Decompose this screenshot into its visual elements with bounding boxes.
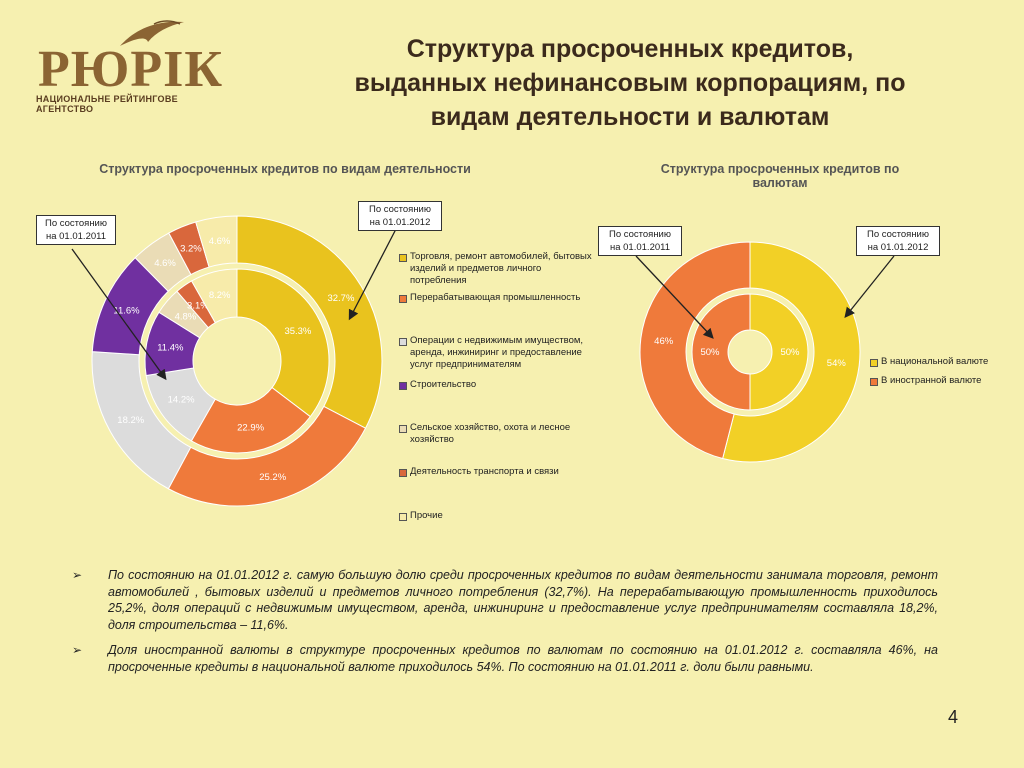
callout-arrow	[635, 255, 714, 339]
currency-callout-2011: По состоянию на 01.01.2011	[598, 226, 682, 256]
wedge-data-label: 4.6%	[209, 236, 231, 247]
bullet-arrow-icon: ➢	[72, 643, 83, 657]
legend-swatch	[399, 338, 407, 346]
legend-item: Операции с недвижимым имуществом, аренда…	[399, 335, 599, 371]
doughnut-wedge	[691, 293, 751, 411]
legend-label: Деятельность транспорта и связи	[410, 466, 559, 477]
legend-swatch	[870, 359, 878, 367]
currency-callout-2012: По состоянию на 01.01.2012	[856, 226, 940, 256]
wedge-data-label: 50%	[780, 347, 800, 358]
activity-chart-title: Структура просроченных кредитов по видам…	[99, 162, 471, 176]
doughnut-wedge	[749, 293, 809, 411]
wedge-data-label: 35.3%	[284, 326, 311, 337]
legend-item: Торговля, ремонт автомобилей, бытовых из…	[399, 251, 599, 287]
commentary-bullet: ➢ Доля иностранной валюты в структуре пр…	[72, 642, 938, 675]
wedge-data-label: 22.9%	[237, 423, 264, 434]
callout-line: По состоянию	[609, 229, 671, 240]
callout-line: на 01.01.2012	[369, 217, 431, 228]
legend-item: Сельское хозяйство, охота и лесное хозяй…	[399, 422, 599, 446]
logo-subtitle: НАЦИОНАЛЬНЕ РЕЙТИНГОВЕ АГЕНТСТВО	[36, 94, 178, 114]
callout-arrow	[71, 248, 167, 381]
bullet-text: Доля иностранной валюты в структуре прос…	[108, 643, 938, 674]
doughnut-wedge	[236, 215, 383, 429]
legend-swatch	[399, 254, 407, 262]
wedge-data-label: 4.8%	[175, 312, 197, 323]
legend-item: В национальной валюте	[870, 356, 1010, 368]
doughnut-wedge	[190, 386, 311, 454]
slide-title-line: Структура просроченных кредитов,	[406, 35, 854, 63]
callout-line: на 01.01.2011	[609, 242, 670, 253]
wedge-data-label: 11.6%	[113, 306, 140, 317]
legend-item: В иностранной валюте	[870, 375, 1010, 387]
legend-label: В иностранной валюте	[881, 375, 982, 386]
bullet-text: По состоянию на 01.01.2012 г. самую боль…	[108, 568, 938, 632]
doughnut-wedge	[639, 241, 751, 460]
legend-label: Перерабатывающая промышленность	[410, 292, 581, 303]
wedge-data-label: 14.2%	[168, 395, 195, 406]
wedge-data-label: 46%	[654, 336, 674, 347]
legend-label: Прочие	[410, 510, 443, 521]
activity-callout-2011: По состоянию на 01.01.2011	[36, 215, 116, 245]
legend-label: Строительство	[410, 379, 477, 390]
callout-line: на 01.01.2012	[867, 242, 929, 253]
legend-item: Прочие	[399, 510, 599, 522]
legend-swatch	[399, 295, 407, 303]
legend-swatch	[399, 513, 407, 521]
wedge-data-label: 25.2%	[259, 472, 286, 483]
callout-line: По состоянию	[45, 218, 107, 229]
currency-chart-title-line: валютам	[752, 176, 808, 190]
logo-wordmark: РЮРІК	[38, 41, 224, 98]
commentary-bullet: ➢ По состоянию на 01.01.2012 г. самую бо…	[72, 567, 938, 633]
doughnut-wedge	[195, 215, 238, 268]
slide-title-line: видам деятельности и валютам	[430, 103, 830, 131]
wedge-data-label: 3.1%	[187, 300, 209, 311]
doughnut-wedge	[190, 268, 238, 324]
legend-label: Операции с недвижимым имуществом, аренда…	[410, 335, 584, 370]
callout-arrow	[348, 228, 397, 321]
wedge-data-label: 18.2%	[117, 415, 144, 426]
currency-chart-title-line: Структура просроченных кредитов по	[660, 162, 900, 176]
activity-callout-2012: По состоянию на 01.01.2012	[358, 201, 442, 231]
legend-item: Деятельность транспорта и связи	[399, 466, 599, 478]
wedge-data-label: 54%	[827, 358, 847, 369]
bullet-arrow-icon: ➢	[72, 568, 83, 582]
callout-line: на 01.01.2011	[45, 231, 106, 242]
legend-label: Сельское хозяйство, охота и лесное хозяй…	[410, 422, 571, 445]
legend-swatch	[399, 469, 407, 477]
wedge-data-label: 50%	[700, 347, 720, 358]
legend-swatch	[399, 425, 407, 433]
wedge-data-label: 8.2%	[209, 290, 231, 301]
eagle-icon	[120, 20, 184, 46]
callout-arrows	[71, 228, 895, 381]
legend-item: Строительство	[399, 379, 599, 391]
wedge-data-label: 3.2%	[180, 244, 202, 255]
wedge-data-label: 32.7%	[327, 293, 354, 304]
activity-doughnut-chart: 32.7% 25.2% 18.2% 11.6% 4.6% 3.2% 4.6% 35.3% 22.…	[91, 215, 383, 507]
currency-chart-title: Структура просроченных кредитов по валют…	[620, 162, 940, 190]
company-logo: РЮРІК НАЦИОНАЛЬНЕ РЕЙТИНГОВЕ АГЕНТСТВО	[30, 18, 230, 114]
doughnut-wedge	[722, 241, 861, 463]
currency-doughnut-chart: 54% 46% 50% 50%	[639, 241, 861, 463]
wedge-data-label: 11.4%	[157, 343, 184, 354]
slide-title-line: выданных нефинансовым корпорациям, по	[354, 69, 906, 97]
slide-title: Структура просроченных кредитов, выданны…	[300, 32, 960, 134]
callout-arrow	[844, 255, 895, 319]
callout-line: По состоянию	[369, 204, 431, 215]
legend-item: Перерабатывающая промышленность	[399, 292, 599, 304]
commentary: ➢ По состоянию на 01.01.2012 г. самую бо…	[72, 567, 938, 684]
legend-label: В национальной валюте	[881, 356, 989, 367]
callout-line: По состоянию	[867, 229, 929, 240]
legend-swatch	[870, 378, 878, 386]
legend-label: Торговля, ремонт автомобилей, бытовых из…	[410, 251, 592, 286]
page-number: 4	[948, 707, 959, 727]
legend-swatch	[399, 382, 407, 390]
doughnut-wedge	[236, 268, 330, 418]
wedge-data-label: 4.6%	[154, 258, 176, 269]
